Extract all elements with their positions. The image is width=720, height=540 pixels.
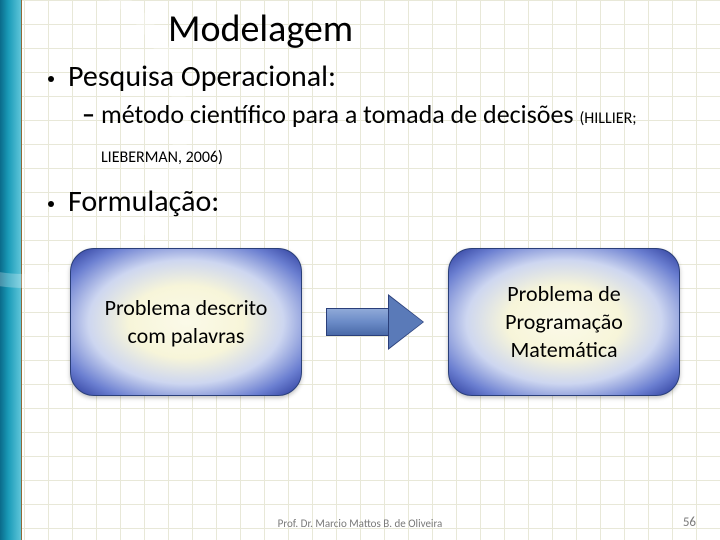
bullet-level2-text: método científico para a tomada de decis… bbox=[101, 97, 698, 175]
bullet-level1-text: Formulação: bbox=[68, 183, 219, 220]
diagram-box-left-text: Problema descrito com palavras bbox=[71, 294, 301, 350]
footer-page-number: 56 bbox=[683, 515, 696, 530]
bullet-dot-icon bbox=[48, 201, 54, 207]
bullet-level1-row: Pesquisa Operacional: bbox=[48, 58, 698, 95]
diagram-box-left: Problema descrito com palavras bbox=[70, 248, 302, 396]
slide: Modelagem Pesquisa Operacional: – método… bbox=[0, 0, 720, 540]
diagram-box-right-text: Problema de Programação Matemática bbox=[449, 280, 679, 364]
bullet-dot-icon bbox=[48, 76, 54, 82]
bullet-level2-row: – método científico para a tomada de dec… bbox=[82, 97, 698, 175]
slide-title: Modelagem bbox=[168, 6, 698, 52]
arrow-head bbox=[389, 296, 423, 348]
footer-author: Prof. Dr. Marcio Mattos B. de Oliveira bbox=[0, 517, 720, 530]
slide-content: Modelagem Pesquisa Operacional: – método… bbox=[48, 0, 698, 540]
bullet-level1-text: Pesquisa Operacional: bbox=[68, 58, 336, 95]
arrow-shaft bbox=[326, 308, 390, 336]
bullet-level1-row: Formulação: bbox=[48, 183, 698, 220]
diagram-box-right: Problema de Programação Matemática bbox=[448, 248, 680, 396]
arrow-icon bbox=[326, 296, 426, 348]
bullet-dash-icon: – bbox=[82, 97, 95, 131]
side-stripe-decoration bbox=[0, 0, 22, 540]
bullet-level2-main: método científico para a tomada de decis… bbox=[101, 98, 580, 130]
formulation-diagram: Problema descrito com palavras Problema … bbox=[48, 238, 698, 418]
